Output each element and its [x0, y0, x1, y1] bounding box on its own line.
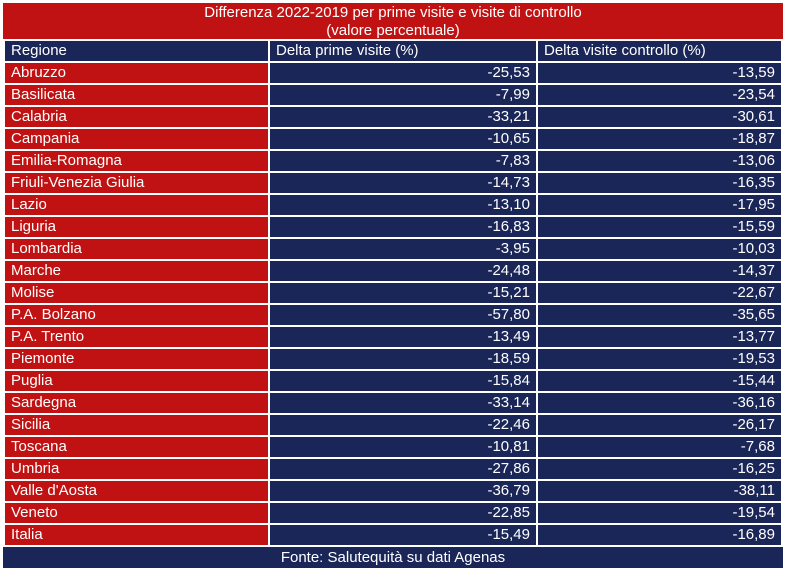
header-row: Regione Delta prime visite (%) Delta vis… — [3, 39, 783, 63]
delta-visite-controllo-cell: -17,95 — [536, 193, 783, 217]
table-body: Abruzzo -25,53 -13,59 Basilicata -7,99 -23,54… — [3, 61, 783, 547]
region-cell: Lombardia — [3, 237, 270, 261]
delta-visite-controllo-cell: -22,67 — [536, 281, 783, 305]
region-cell: Puglia — [3, 369, 270, 393]
region-cell: Valle d'Aosta — [3, 479, 270, 503]
table-row: Liguria -16,83 -15,59 — [3, 215, 783, 239]
table-row: Italia -15,49 -16,89 — [3, 523, 783, 547]
table-row: Friuli-Venezia Giulia -14,73 -16,35 — [3, 171, 783, 195]
region-cell: Calabria — [3, 105, 270, 129]
delta-visite-controllo-cell: -13,77 — [536, 325, 783, 349]
delta-prime-visite-cell: -36,79 — [268, 479, 538, 503]
region-cell: Umbria — [3, 457, 270, 481]
delta-visite-controllo-cell: -7,68 — [536, 435, 783, 459]
delta-prime-visite-cell: -22,85 — [268, 501, 538, 525]
delta-visite-controllo-cell: -15,44 — [536, 369, 783, 393]
table-row: Umbria -27,86 -16,25 — [3, 457, 783, 481]
delta-prime-visite-cell: -27,86 — [268, 457, 538, 481]
delta-visite-controllo-cell: -14,37 — [536, 259, 783, 283]
table-row: Lazio -13,10 -17,95 — [3, 193, 783, 217]
region-cell: Campania — [3, 127, 270, 151]
delta-prime-visite-cell: -10,81 — [268, 435, 538, 459]
table-row: Veneto -22,85 -19,54 — [3, 501, 783, 525]
delta-prime-visite-cell: -33,14 — [268, 391, 538, 415]
region-cell: Toscana — [3, 435, 270, 459]
delta-visite-controllo-cell: -15,59 — [536, 215, 783, 239]
table-row: Puglia -15,84 -15,44 — [3, 369, 783, 393]
region-cell: Italia — [3, 523, 270, 547]
delta-prime-visite-cell: -24,48 — [268, 259, 538, 283]
delta-prime-visite-cell: -57,80 — [268, 303, 538, 327]
data-table: Regione Delta prime visite (%) Delta vis… — [3, 39, 783, 547]
delta-prime-visite-cell: -13,10 — [268, 193, 538, 217]
delta-prime-visite-cell: -7,83 — [268, 149, 538, 173]
delta-visite-controllo-cell: -10,03 — [536, 237, 783, 261]
delta-visite-controllo-cell: -16,89 — [536, 523, 783, 547]
delta-prime-visite-cell: -16,83 — [268, 215, 538, 239]
delta-visite-controllo-cell: -23,54 — [536, 83, 783, 107]
region-cell: Veneto — [3, 501, 270, 525]
table-row: Piemonte -18,59 -19,53 — [3, 347, 783, 371]
region-cell: Friuli-Venezia Giulia — [3, 171, 270, 195]
delta-prime-visite-cell: -3,95 — [268, 237, 538, 261]
delta-prime-visite-cell: -15,84 — [268, 369, 538, 393]
delta-visite-controllo-cell: -16,35 — [536, 171, 783, 195]
table-row: Campania -10,65 -18,87 — [3, 127, 783, 151]
delta-prime-visite-cell: -15,49 — [268, 523, 538, 547]
region-cell: Molise — [3, 281, 270, 305]
delta-prime-visite-cell: -18,59 — [268, 347, 538, 371]
delta-visite-controllo-cell: -18,87 — [536, 127, 783, 151]
region-cell: P.A. Trento — [3, 325, 270, 349]
table-row: Sardegna -33,14 -36,16 — [3, 391, 783, 415]
region-cell: Marche — [3, 259, 270, 283]
delta-visite-controllo-cell: -30,61 — [536, 105, 783, 129]
table-row: Emilia-Romagna -7,83 -13,06 — [3, 149, 783, 173]
table-row: Marche -24,48 -14,37 — [3, 259, 783, 283]
delta-prime-visite-cell: -10,65 — [268, 127, 538, 151]
figure-title-line2: (valore percentuale) — [326, 22, 460, 39]
region-cell: Basilicata — [3, 83, 270, 107]
delta-visite-controllo-cell: -36,16 — [536, 391, 783, 415]
table-row: Basilicata -7,99 -23,54 — [3, 83, 783, 107]
table-row: Valle d'Aosta -36,79 -38,11 — [3, 479, 783, 503]
figure-title: Differenza 2022-2019 per prime visite e … — [3, 3, 783, 39]
region-cell: Abruzzo — [3, 61, 270, 85]
delta-prime-visite-cell: -7,99 — [268, 83, 538, 107]
delta-prime-visite-cell: -14,73 — [268, 171, 538, 195]
table-row: P.A. Bolzano -57,80 -35,65 — [3, 303, 783, 327]
delta-visite-controllo-cell: -38,11 — [536, 479, 783, 503]
delta-prime-visite-cell: -22,46 — [268, 413, 538, 437]
header-regione: Regione — [3, 39, 270, 63]
delta-prime-visite-cell: -33,21 — [268, 105, 538, 129]
region-cell: Liguria — [3, 215, 270, 239]
region-cell: Lazio — [3, 193, 270, 217]
table-row: Abruzzo -25,53 -13,59 — [3, 61, 783, 85]
region-cell: Piemonte — [3, 347, 270, 371]
table-row: Molise -15,21 -22,67 — [3, 281, 783, 305]
delta-prime-visite-cell: -15,21 — [268, 281, 538, 305]
region-cell: Sicilia — [3, 413, 270, 437]
delta-visite-controllo-cell: -13,59 — [536, 61, 783, 85]
delta-prime-visite-cell: -25,53 — [268, 61, 538, 85]
delta-visite-controllo-cell: -19,54 — [536, 501, 783, 525]
table-row: P.A. Trento -13,49 -13,77 — [3, 325, 783, 349]
table-row: Sicilia -22,46 -26,17 — [3, 413, 783, 437]
figure-title-line1: Differenza 2022-2019 per prime visite e … — [204, 4, 582, 21]
header-delta-prime-visite: Delta prime visite (%) — [268, 39, 538, 63]
table-row: Lombardia -3,95 -10,03 — [3, 237, 783, 261]
region-cell: Emilia-Romagna — [3, 149, 270, 173]
delta-visite-controllo-cell: -13,06 — [536, 149, 783, 173]
region-cell: Sardegna — [3, 391, 270, 415]
table-row: Toscana -10,81 -7,68 — [3, 435, 783, 459]
source-note: Fonte: Salutequità su dati Agenas — [3, 547, 783, 568]
delta-visite-controllo-cell: -26,17 — [536, 413, 783, 437]
delta-visite-controllo-cell: -35,65 — [536, 303, 783, 327]
region-cell: P.A. Bolzano — [3, 303, 270, 327]
header-delta-visite-controllo: Delta visite controllo (%) — [536, 39, 783, 63]
delta-visite-controllo-cell: -16,25 — [536, 457, 783, 481]
delta-prime-visite-cell: -13,49 — [268, 325, 538, 349]
table-row: Calabria -33,21 -30,61 — [3, 105, 783, 129]
delta-visite-controllo-cell: -19,53 — [536, 347, 783, 371]
